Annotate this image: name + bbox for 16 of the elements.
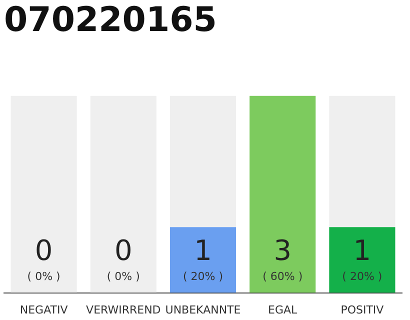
data-label: 1: [353, 234, 372, 267]
annotation: ( 0% ): [106, 270, 140, 283]
x-tick-label: VERWIRREND: [86, 303, 161, 316]
data-label: 1: [194, 234, 212, 267]
annotation: 0: [114, 234, 132, 267]
x-tick-label: NEGATIV: [20, 303, 68, 316]
annotation: ( 20% ): [182, 270, 224, 283]
annotation: ( 20% ): [342, 270, 382, 283]
annotation: 0: [34, 234, 53, 267]
annotation: ( 0% ): [27, 270, 60, 283]
x-tick-label: EGAL: [268, 303, 298, 316]
x-tick-label: UNBEKANNTE: [165, 303, 241, 316]
data-label: 3: [274, 234, 292, 267]
x-tick-label: POSITIV: [340, 303, 384, 316]
chart-title: 070220165: [4, 0, 217, 40]
annotation: ( 60% ): [262, 270, 303, 283]
